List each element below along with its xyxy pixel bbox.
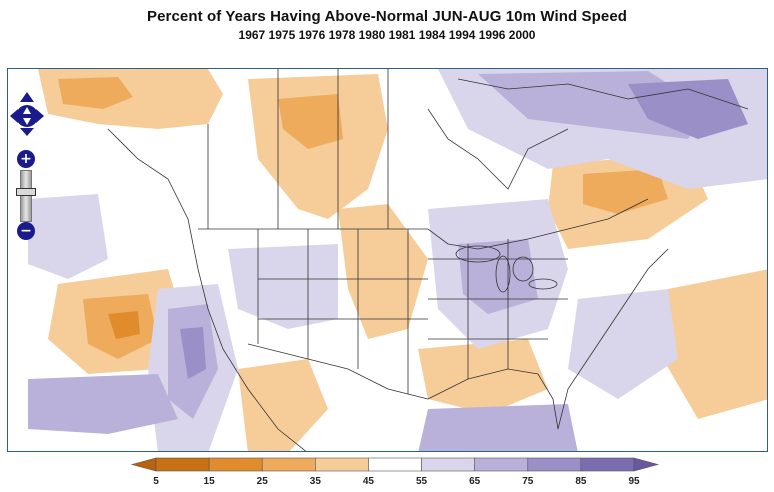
shading-layer xyxy=(28,69,767,451)
legend-tick-label: 25 xyxy=(256,476,268,487)
legend-low-arrow xyxy=(130,457,157,472)
coastline-arctic xyxy=(457,78,749,110)
map-subtitle-years: 1967 1975 1976 1978 1980 1981 1984 1994 … xyxy=(238,28,536,42)
pan-control[interactable] xyxy=(9,90,45,138)
purple-region-gulf-south xyxy=(418,404,578,451)
legend-bar xyxy=(130,457,660,472)
legend-bin xyxy=(208,457,263,472)
orange-region-quebec-core xyxy=(583,169,668,214)
us-mexico-border xyxy=(247,343,429,400)
legend-bin xyxy=(155,457,210,472)
orange-region-canada-core xyxy=(278,94,343,149)
orange-region-atlantic xyxy=(663,269,767,419)
zoom-in-button[interactable]: + xyxy=(17,150,35,168)
purple-region-great-lakes-core xyxy=(458,239,538,314)
legend-tick-label: 85 xyxy=(575,476,587,487)
pan-down-icon[interactable] xyxy=(20,128,34,136)
legend-tick-label: 55 xyxy=(415,476,428,487)
coastline-east xyxy=(557,248,669,430)
legend-bin xyxy=(368,457,422,472)
map-title: Percent of Years Having Above-Normal JUN… xyxy=(146,8,628,25)
borders-layer xyxy=(107,69,749,451)
state-lines xyxy=(257,229,568,394)
us-canada-border xyxy=(198,198,649,250)
legend-bin xyxy=(580,457,635,472)
legend-tick-label: 15 xyxy=(203,476,215,487)
zoom-control: + − xyxy=(15,150,37,240)
legend-tick-label: 95 xyxy=(628,476,640,487)
great-lakes xyxy=(455,245,558,293)
legend-bin xyxy=(474,457,529,472)
legend-tick-label: 5 xyxy=(153,476,159,487)
orange-region-mexico xyxy=(238,359,328,451)
color-legend: 5 15 25 35 45 55 65 75 85 95 xyxy=(130,455,660,489)
legend-bin xyxy=(421,457,475,472)
purple-region-east-coast xyxy=(568,289,678,399)
orange-region-pacific-core xyxy=(108,311,140,339)
orange-region-plains xyxy=(338,204,428,339)
purple-region-pacific-nw xyxy=(28,194,108,279)
pan-arrows-icon[interactable] xyxy=(9,90,45,138)
orange-region-nw-core xyxy=(58,77,133,109)
zoom-track[interactable] xyxy=(20,170,32,222)
legend-high-arrow xyxy=(633,457,660,472)
pan-right-icon[interactable] xyxy=(36,109,44,123)
pan-left-icon[interactable] xyxy=(10,109,18,123)
legend-tick-label: 45 xyxy=(362,476,374,487)
anomaly-map xyxy=(28,69,767,451)
zoom-out-button[interactable]: − xyxy=(17,222,35,240)
pan-up-icon[interactable] xyxy=(20,92,34,102)
legend-bin xyxy=(315,457,369,472)
legend-tick-label: 65 xyxy=(469,476,481,487)
legend-tick-label: 35 xyxy=(309,476,321,487)
coastline-gulf xyxy=(427,368,559,430)
legend-bin xyxy=(527,457,582,472)
purple-region-west xyxy=(228,244,338,329)
coastline-hudson xyxy=(427,108,569,190)
legend-tick-label: 75 xyxy=(522,476,534,487)
zoom-slider-handle[interactable] xyxy=(16,188,36,196)
legend-bin xyxy=(261,457,316,472)
province-lines xyxy=(207,69,389,229)
coastline-west xyxy=(107,128,307,451)
map-viewport[interactable] xyxy=(7,68,768,452)
purple-region-west-coast-core xyxy=(180,327,206,379)
orange-region-gulf xyxy=(418,339,548,414)
purple-region-pacific-south xyxy=(28,374,178,434)
